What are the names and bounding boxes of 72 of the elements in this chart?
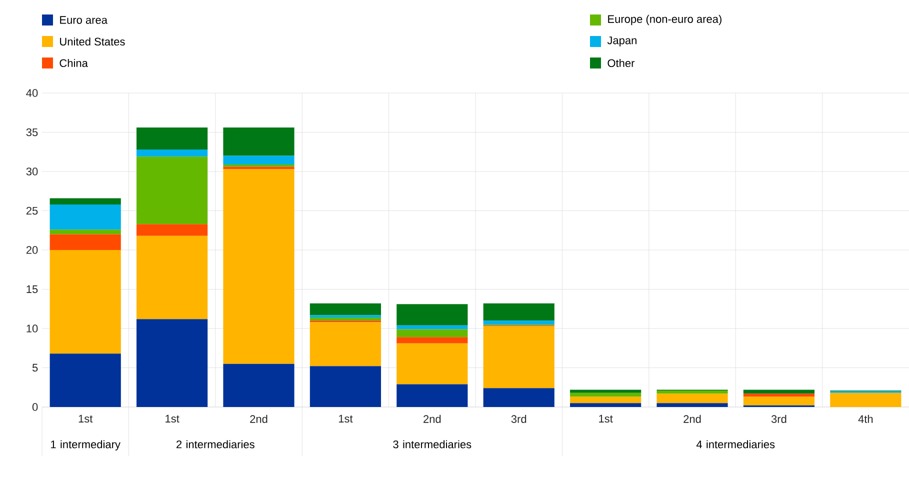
bar — [136, 150, 208, 157]
x-tick-label: 2nd — [424, 414, 441, 423]
y-tick-label: 35 — [26, 128, 38, 136]
y-tick-label: 10 — [26, 324, 38, 332]
bar — [483, 320, 554, 325]
bar — [396, 304, 468, 326]
bar — [743, 396, 815, 406]
text: 2 intermediaries — [176, 440, 254, 448]
y-tick-label: 15 — [26, 285, 38, 294]
bar — [656, 403, 728, 408]
bar — [223, 364, 294, 408]
bar — [743, 390, 815, 394]
bar — [310, 318, 382, 321]
bar — [396, 343, 468, 384]
legend-label: Other — [608, 58, 635, 68]
text: 1 intermediary — [51, 440, 120, 450]
bar — [136, 236, 208, 320]
bar — [570, 403, 642, 408]
bar — [483, 326, 554, 388]
bar — [136, 128, 208, 150]
text: 4 intermediaries — [696, 440, 775, 448]
bar — [50, 234, 121, 250]
bar — [656, 390, 728, 394]
bar — [396, 337, 468, 344]
bar — [570, 396, 642, 404]
bar — [136, 156, 208, 224]
y-tick-label: 40 — [26, 89, 38, 97]
text: 3 intermediaries — [393, 440, 472, 448]
bar — [50, 230, 121, 234]
bar — [223, 164, 294, 167]
x-tick-label: 1st — [338, 414, 353, 423]
x-tick-label: 1st — [599, 414, 613, 423]
bar — [483, 388, 554, 408]
bar — [743, 394, 815, 397]
bar — [396, 384, 468, 408]
bar — [310, 315, 382, 318]
bar — [396, 329, 468, 338]
bar — [223, 156, 294, 164]
bar — [223, 169, 294, 364]
legend-label: Euro area — [60, 16, 108, 24]
legend-label: China — [60, 58, 88, 68]
x-tick-label: 3rd — [511, 414, 526, 423]
bar — [310, 366, 382, 408]
x-tick-label: 3rd — [771, 414, 786, 423]
bar — [570, 392, 642, 397]
bar — [223, 128, 294, 156]
x-tick-label: 2nd — [250, 414, 268, 423]
bar — [396, 325, 468, 330]
bar — [570, 390, 642, 393]
y-tick-label: 0 — [32, 403, 38, 411]
x-tick-label: 1st — [166, 414, 180, 423]
bar — [136, 224, 208, 236]
bar — [50, 204, 121, 230]
x-tick-label: 1st — [78, 414, 93, 423]
bar — [136, 319, 208, 408]
bar — [830, 392, 902, 408]
bar — [656, 394, 728, 404]
x-tick-label: 4th — [858, 414, 873, 423]
bar — [310, 303, 382, 316]
legend-label: Europe (non-euro area) — [608, 14, 722, 26]
bar — [50, 198, 121, 204]
y-tick-label: 5 — [32, 364, 38, 372]
bar — [50, 250, 121, 354]
y-tick-label: 25 — [26, 206, 38, 215]
legend-label: United States — [60, 37, 125, 46]
bar — [483, 303, 554, 321]
bar — [50, 354, 121, 408]
y-tick-label: 20 — [26, 246, 38, 254]
bar — [310, 322, 382, 366]
x-tick-label: 2nd — [684, 414, 701, 423]
y-tick-label: 30 — [26, 168, 38, 176]
legend-label: Japan — [607, 36, 636, 46]
